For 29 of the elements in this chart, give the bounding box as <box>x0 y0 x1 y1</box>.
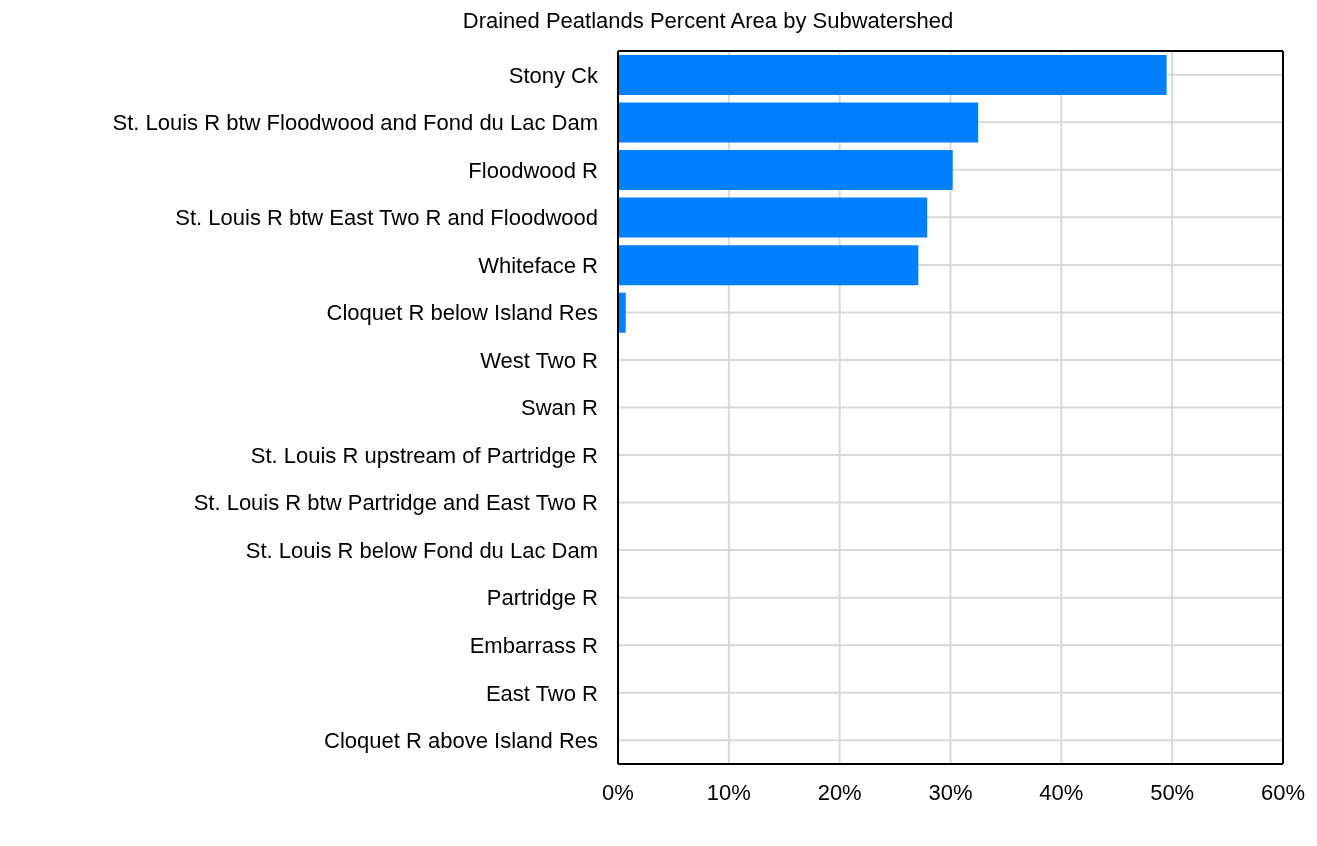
y-tick-label: Cloquet R below Island Res <box>326 300 598 326</box>
y-tick-label: Partridge R <box>486 585 598 611</box>
y-tick-label: St. Louis R below Fond du Lac Dam <box>245 537 598 563</box>
y-tick-label: Floodwood R <box>468 157 598 183</box>
bar <box>618 55 1167 95</box>
bar <box>618 292 626 333</box>
bar <box>618 150 953 191</box>
x-tick-label: 40% <box>1039 779 1084 805</box>
y-tick-label: Whiteface R <box>478 252 598 278</box>
y-tick-label: St. Louis R btw Partridge and East Two R <box>193 490 598 516</box>
y-tick-label: East Two R <box>485 680 598 706</box>
bar <box>618 245 919 286</box>
y-tick-label: St. Louis R upstream of Partridge R <box>250 442 598 468</box>
y-tick-label: Stony Ck <box>508 62 599 88</box>
y-tick-label: Swan R <box>520 395 598 421</box>
x-tick-label: 60% <box>1260 779 1306 805</box>
x-tick-label: 50% <box>1150 779 1195 805</box>
x-tick-label: 10% <box>706 779 751 805</box>
chart-title: Drained Peatlands Percent Area by Subwatershed <box>461 8 955 34</box>
x-tick-label: 30% <box>928 779 973 805</box>
y-tick-label: St. Louis R btw East Two R and Floodwood <box>175 205 598 231</box>
y-tick-label: St. Louis R btw Floodwood and Fond du Lac Dam <box>112 110 598 136</box>
x-tick-label: 20% <box>817 779 862 805</box>
y-tick-label: Embarrass R <box>469 632 598 658</box>
bar <box>618 197 928 238</box>
bar <box>618 102 979 143</box>
y-tick-label: West Two R <box>480 347 598 373</box>
x-tick-label: 0% <box>602 779 634 805</box>
y-tick-label: Cloquet R above Island Res <box>324 728 598 754</box>
